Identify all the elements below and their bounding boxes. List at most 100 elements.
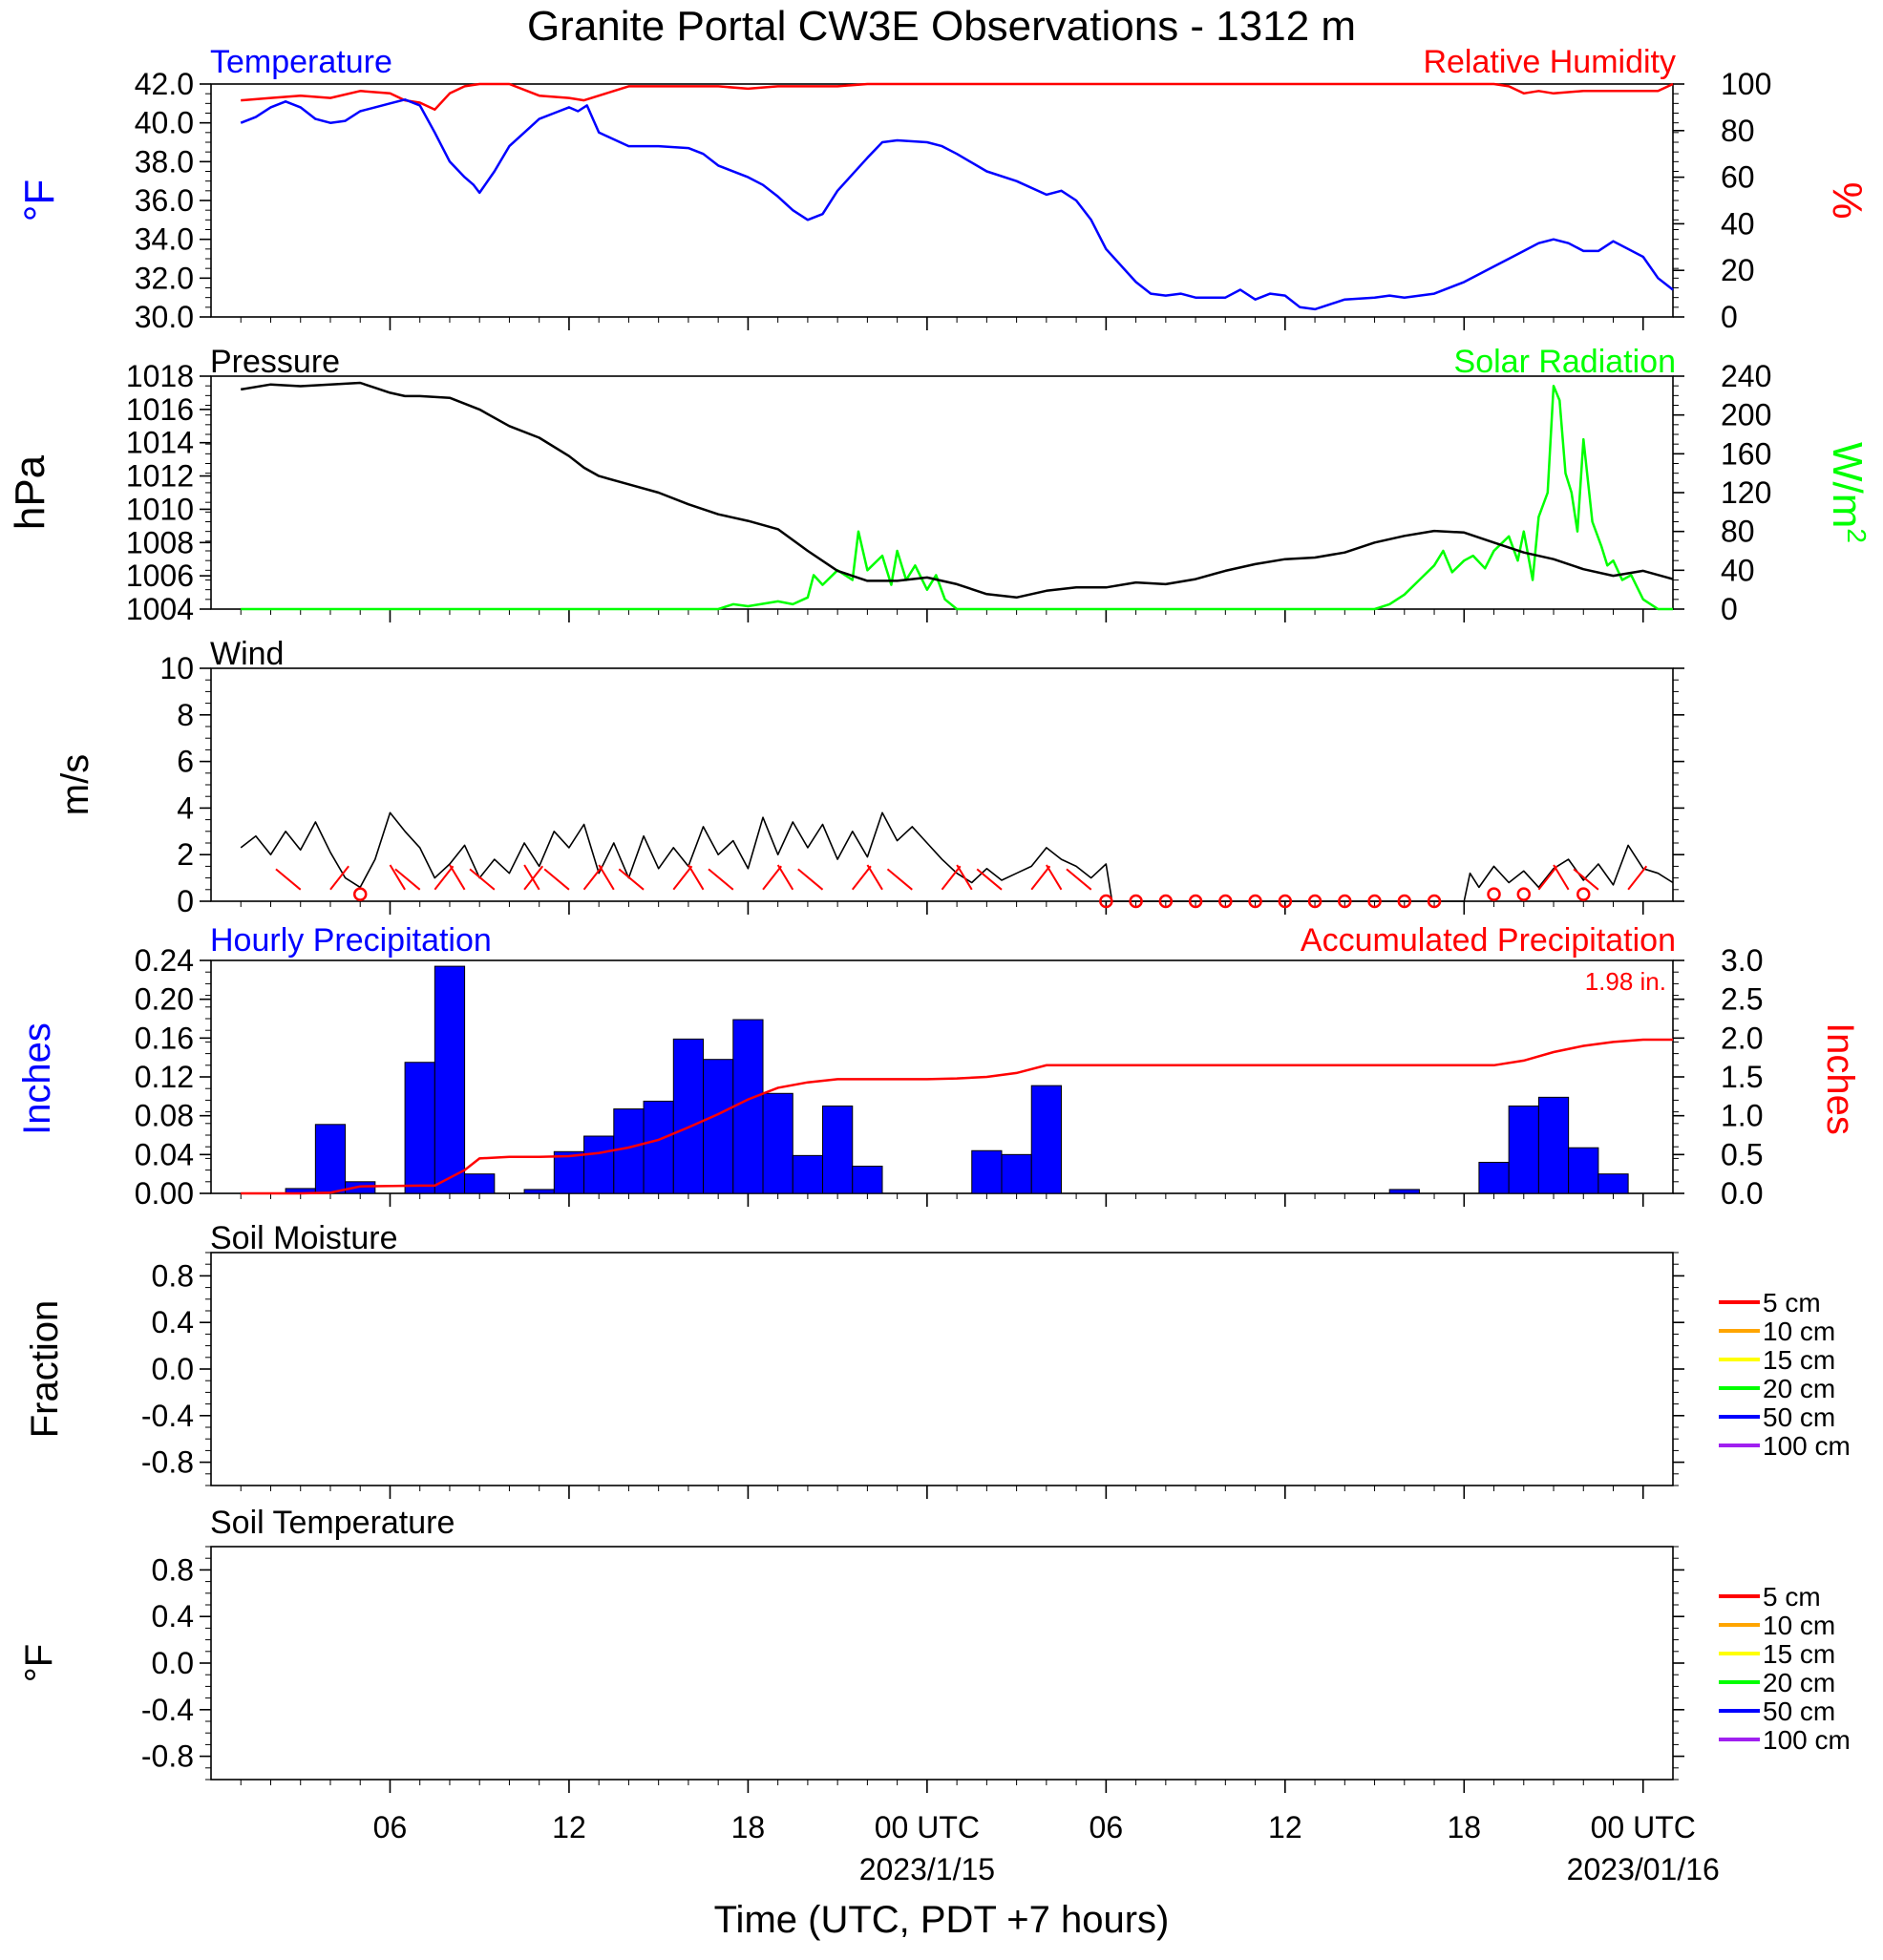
wind-barb	[1537, 865, 1558, 891]
accum-precip-total: 1.98 in.	[1585, 967, 1666, 996]
y-tick-label: 1010	[126, 492, 194, 526]
y-right-tick-label: 2.0	[1721, 1021, 1763, 1055]
y-right-tick-label: 0.0	[1721, 1176, 1763, 1211]
wind-barb	[866, 864, 883, 891]
precip-bar	[464, 1173, 496, 1194]
y-tick-label: 34.0	[135, 222, 194, 257]
y-tick-label: 0.08	[135, 1099, 194, 1133]
calm-wind-marker	[1099, 894, 1113, 909]
wind-barb	[1553, 864, 1570, 891]
legend-label: 10 cm	[1763, 1611, 1835, 1640]
solar-axis-label: W/m2	[1824, 442, 1872, 543]
legend-label: 100 cm	[1763, 1725, 1851, 1755]
legend-label: 50 cm	[1763, 1697, 1835, 1726]
precip-bar	[971, 1149, 1003, 1194]
wind-barb	[389, 864, 406, 891]
y-tick-label: 0.04	[135, 1137, 194, 1171]
temperature-title: Temperature	[210, 44, 392, 80]
y-tick-label: -0.8	[141, 1445, 194, 1480]
wind-barb	[275, 868, 302, 891]
precip-bar	[1597, 1173, 1629, 1194]
panel-temperature: Temperature Relative Humidity °F % 30.0 3…	[16, 44, 1871, 334]
calm-wind-marker	[1487, 887, 1501, 901]
legend-label: 15 cm	[1763, 1639, 1835, 1669]
time-axis-label: Time (UTC, PDT +7 hours)	[714, 1899, 1170, 1941]
precip-bar	[583, 1135, 615, 1194]
precip-bar	[672, 1038, 705, 1194]
y-tick-label: 30.0	[135, 300, 194, 334]
temperature-axis-label: °F	[16, 179, 63, 221]
y-tick-label: 1016	[126, 392, 194, 427]
x-tick-date: 2023/01/16	[1567, 1852, 1720, 1886]
wind-barb	[1046, 864, 1063, 891]
wind-barb	[523, 865, 544, 891]
precip-bar	[1508, 1106, 1539, 1194]
y-tick-label: -0.8	[141, 1739, 194, 1774]
wind-barb	[956, 864, 973, 891]
series-temperature	[240, 98, 1674, 311]
hourly-precip-axis-label: Inches	[16, 1022, 58, 1135]
y-tick-label: 40.0	[135, 106, 194, 140]
precip-bar	[1030, 1085, 1062, 1194]
y-tick-label: 0.0	[152, 1646, 194, 1680]
panel-soil-temperature: Soil Temperature °F -0.8 -0.4 0.0 0.4 0.8 5 …	[18, 1505, 1851, 1793]
chart-title: Granite Portal CW3E Observations - 1312 …	[527, 3, 1356, 50]
x-tick-date: 2023/1/15	[859, 1852, 995, 1886]
wind-barb	[886, 868, 913, 891]
humidity-axis-label: %	[1824, 181, 1871, 219]
legend-label: 10 cm	[1763, 1317, 1835, 1346]
y-right-tick-label: 3.0	[1721, 943, 1763, 978]
humidity-title: Relative Humidity	[1423, 44, 1676, 80]
legend-label: 100 cm	[1763, 1431, 1851, 1461]
series-pressure	[240, 381, 1674, 600]
y-tick-label: 32.0	[135, 261, 194, 295]
y-right-tick-label: 20	[1721, 253, 1755, 287]
x-tick-label: 00 UTC	[1591, 1810, 1696, 1844]
y-tick-label: 42.0	[135, 67, 194, 101]
panel-wind: Wind m/s 0 2 4 6 8 10	[54, 636, 1684, 918]
y-right-tick-label: 100	[1721, 67, 1771, 101]
legend-label: 20 cm	[1763, 1374, 1835, 1403]
wind-barb	[523, 864, 540, 891]
calm-wind-marker	[352, 887, 368, 901]
precip-bar	[404, 1062, 435, 1194]
precip-bar	[523, 1189, 555, 1194]
precip-bar	[1388, 1189, 1420, 1194]
y-right-tick-label: 240	[1721, 359, 1771, 393]
soil-moisture-axis-label: Fraction	[24, 1300, 66, 1439]
y-right-tick-label: 0	[1721, 592, 1738, 626]
y-right-tick-label: 1.0	[1721, 1099, 1763, 1133]
series-wind	[240, 811, 1674, 902]
y-tick-label: 0.00	[135, 1176, 194, 1211]
y-tick-label: 0.8	[152, 1258, 194, 1293]
y-right-tick-label: 1.5	[1721, 1060, 1763, 1094]
y-right-tick-label: 60	[1721, 160, 1755, 195]
calm-wind-marker	[1307, 894, 1322, 909]
y-tick-label: 0	[177, 884, 194, 918]
accum-precip-axis-label: Inches	[1819, 1022, 1861, 1135]
y-right-tick-label: 200	[1721, 398, 1771, 432]
x-tick-label: 12	[552, 1810, 586, 1844]
hourly-precip-title: Hourly Precipitation	[210, 922, 492, 959]
precip-bar	[762, 1092, 793, 1194]
x-tick-label: 06	[1090, 1810, 1124, 1844]
wind-barb	[434, 865, 455, 891]
x-tick-label: 12	[1268, 1810, 1302, 1844]
y-tick-label: 1012	[126, 459, 194, 494]
y-right-tick-label: 0	[1721, 300, 1738, 334]
calm-wind-marker	[1397, 894, 1412, 909]
y-tick-label: 1006	[126, 558, 194, 593]
series-accumulated-precipitation	[241, 1038, 1673, 1195]
wind-barb	[543, 868, 570, 891]
precip-bar	[314, 1124, 347, 1194]
wind-barb	[776, 864, 794, 891]
y-tick-label: 0.16	[135, 1021, 194, 1055]
wind-barb	[1030, 865, 1051, 891]
wind-barb	[941, 865, 962, 891]
calm-wind-marker	[1188, 894, 1203, 909]
calm-wind-marker	[1248, 894, 1262, 909]
y-right-tick-label: 0.5	[1721, 1137, 1763, 1171]
x-tick-label: 18	[1447, 1810, 1481, 1844]
wind-title: Wind	[210, 636, 284, 672]
